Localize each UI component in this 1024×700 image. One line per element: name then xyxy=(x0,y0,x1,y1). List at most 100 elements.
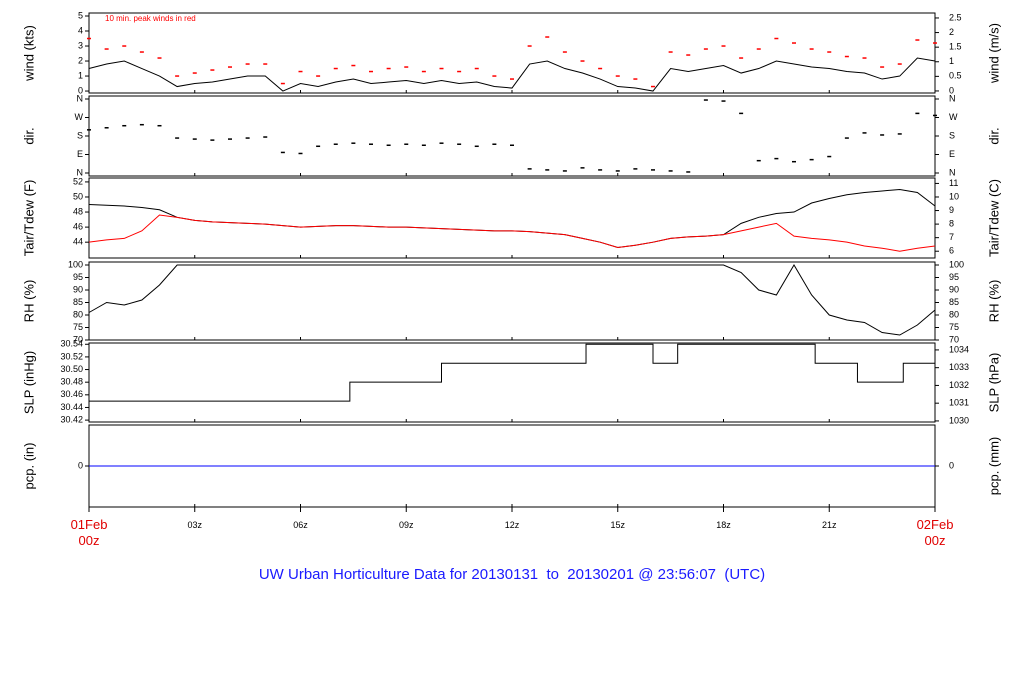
data-point xyxy=(756,159,761,162)
data-point xyxy=(809,48,814,50)
data-point xyxy=(844,55,849,58)
y2-tick-label: 90 xyxy=(949,284,959,294)
x-tick-label: 12z xyxy=(504,520,520,530)
data-point xyxy=(721,45,726,47)
y2-tick-label: 7 xyxy=(949,232,954,242)
y2-axis-label: RH (%) xyxy=(986,280,1001,323)
y2-tick-label: 1032 xyxy=(949,380,969,390)
y2-tick-label: 1 xyxy=(949,56,954,66)
data-point xyxy=(809,158,814,161)
data-line xyxy=(88,214,936,252)
step-line xyxy=(89,343,935,402)
data-point xyxy=(862,132,867,134)
y-tick-label: N xyxy=(77,93,84,103)
data-point xyxy=(457,143,462,145)
data-point xyxy=(316,145,321,148)
data-point xyxy=(228,138,232,140)
data-point xyxy=(245,63,250,65)
y2-tick-label: 0.5 xyxy=(949,71,962,81)
data-point xyxy=(333,143,338,145)
y-tick-label: 80 xyxy=(73,309,83,319)
y2-tick-label: E xyxy=(949,149,955,159)
data-point xyxy=(686,54,691,56)
data-line xyxy=(88,188,936,248)
data-point xyxy=(527,45,532,47)
data-point xyxy=(915,112,920,115)
data-point xyxy=(545,169,550,171)
y-tick-label: N xyxy=(77,167,84,177)
data-point xyxy=(792,160,796,163)
data-point xyxy=(598,169,603,171)
data-point xyxy=(245,137,250,139)
data-point xyxy=(703,48,708,50)
y-tick-label: 30.50 xyxy=(60,364,83,374)
data-point xyxy=(562,51,567,53)
panel-frame xyxy=(88,177,936,259)
y2-axis-label: Tair/Tdew (C) xyxy=(986,179,1001,257)
data-point xyxy=(739,112,744,115)
y2-tick-label: 80 xyxy=(949,309,959,319)
data-point xyxy=(192,138,197,140)
y-axis-label: pcp. (in) xyxy=(21,443,36,490)
data-point xyxy=(880,134,885,136)
x-tick-label: 18z xyxy=(716,520,731,530)
data-point xyxy=(457,70,462,73)
y2-axis-label: dir. xyxy=(986,127,1001,144)
data-point xyxy=(615,170,620,172)
y2-tick-label: 1031 xyxy=(949,398,969,408)
data-point xyxy=(580,60,585,62)
x-tick-label: 01Feb 00z xyxy=(70,517,108,548)
y2-tick-label: N xyxy=(949,167,956,177)
y2-axis-label: wind (m/s) xyxy=(986,23,1001,84)
data-point xyxy=(369,70,373,73)
data-point xyxy=(774,157,779,160)
y-tick-label: 75 xyxy=(73,322,83,332)
y2-tick-label: 1.5 xyxy=(949,42,962,52)
data-point xyxy=(157,124,162,127)
y-tick-label: 50 xyxy=(73,191,83,201)
data-point xyxy=(686,171,691,173)
y2-tick-label: 2 xyxy=(949,27,954,37)
y-tick-label: 3 xyxy=(78,40,83,50)
y-tick-label: W xyxy=(75,112,84,122)
data-point xyxy=(492,143,497,145)
data-point xyxy=(615,75,620,77)
data-point xyxy=(633,168,638,170)
annotation: 10 min. peak winds in red xyxy=(105,14,196,23)
data-point xyxy=(510,78,514,80)
y-tick-label: 0 xyxy=(78,85,83,95)
data-point xyxy=(933,114,937,117)
y-tick-label: 48 xyxy=(73,206,83,216)
x-tick-label: 03z xyxy=(187,520,202,530)
data-point xyxy=(897,133,902,135)
y-axis-label: Tair/Tdew (F) xyxy=(21,180,36,257)
data-point xyxy=(933,42,937,44)
y-axis-label: dir. xyxy=(21,127,36,144)
y2-tick-label: W xyxy=(949,112,958,122)
data-point xyxy=(474,67,479,70)
data-point xyxy=(474,145,479,148)
data-point xyxy=(492,75,497,77)
y-tick-label: 52 xyxy=(73,176,83,186)
y-tick-label: 2 xyxy=(78,55,83,65)
data-point xyxy=(87,129,91,131)
y-tick-label: 5 xyxy=(78,10,83,20)
data-point xyxy=(298,152,303,155)
data-point xyxy=(703,99,708,101)
data-point xyxy=(844,137,849,139)
y-tick-label: 4 xyxy=(78,25,83,35)
x-tick-label: 02Feb 00z xyxy=(916,517,954,548)
data-point xyxy=(598,67,603,70)
y-tick-label: 30.48 xyxy=(60,377,83,387)
data-point xyxy=(404,143,409,145)
y2-tick-label: 11 xyxy=(949,178,958,188)
x-tick-label: 15z xyxy=(610,520,625,530)
data-point xyxy=(439,67,444,70)
y-tick-label: 30.46 xyxy=(60,389,83,399)
data-point xyxy=(862,57,867,59)
y-tick-label: 100 xyxy=(68,259,83,269)
data-point xyxy=(739,57,744,59)
y2-tick-label: 8 xyxy=(949,218,954,228)
